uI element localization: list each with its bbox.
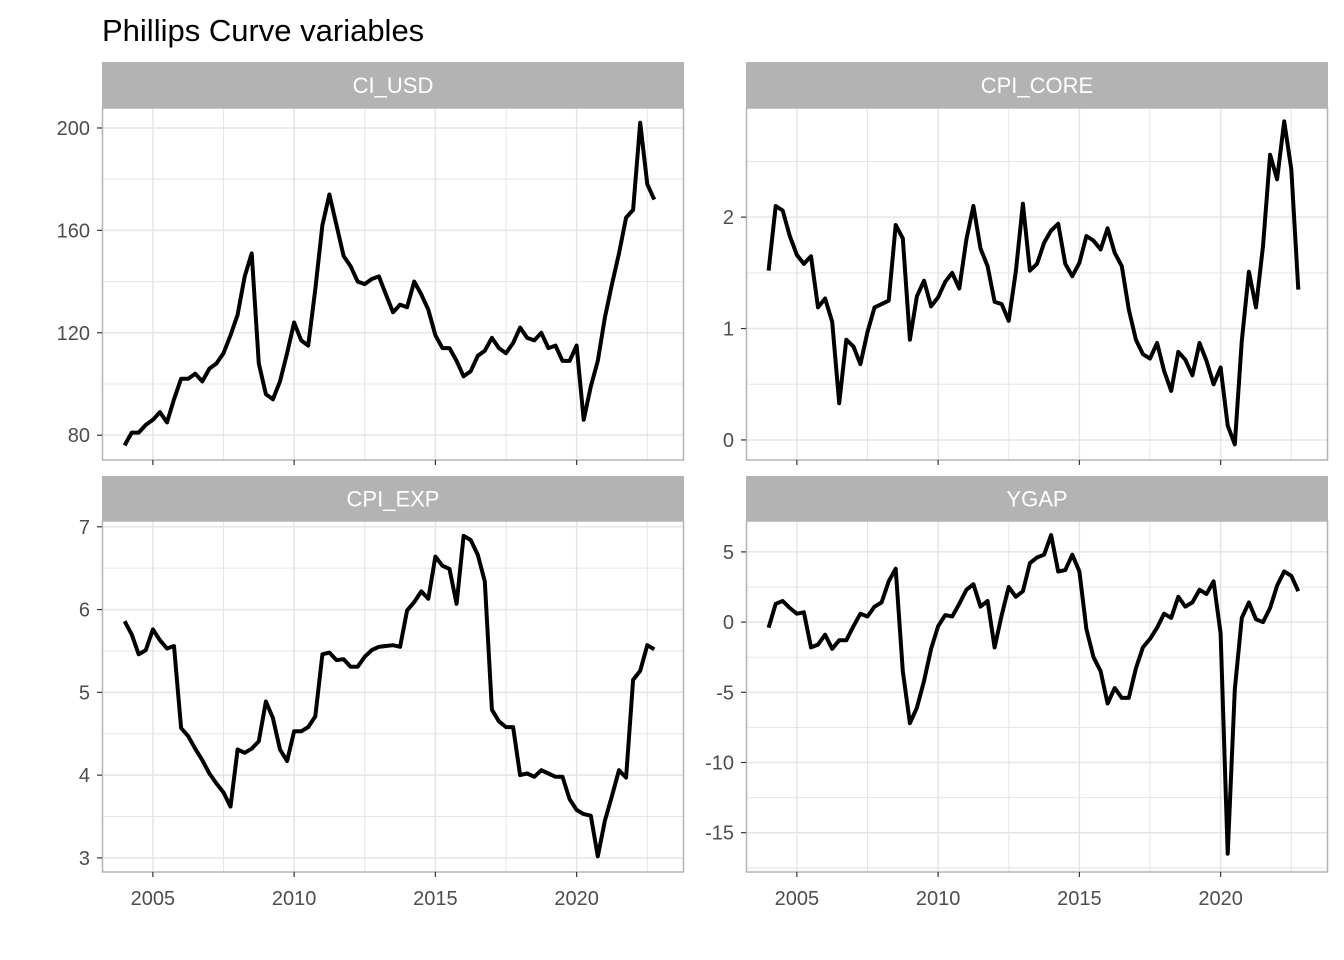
x-tick-label: 2020 (554, 888, 599, 910)
facet-strip-label: YGAP (1006, 487, 1067, 512)
facet-panel-ci-usd: CI_USD 80 120 160 200 (57, 62, 685, 465)
panel-border (101, 107, 685, 461)
facet-strip (746, 476, 1328, 521)
y-tick-label: -10 (705, 752, 734, 774)
y-tick-label: 0 (723, 612, 734, 634)
y-tick-label: 6 (79, 600, 90, 622)
facet-panel-ygap: YGAP -15 -10 -5 0 5 2005 2010 2015 2020 (705, 476, 1329, 910)
series-line-cpi-core (766, 119, 1301, 447)
y-tick-label: -5 (716, 682, 734, 704)
facet-strip-label: CPI_CORE (981, 73, 1093, 98)
y-tick-label: 5 (79, 682, 90, 704)
y-tick-label: 3 (79, 848, 90, 870)
y-tick-label: 160 (57, 220, 90, 242)
x-tick-label: 2015 (413, 888, 458, 910)
series-line-ci-usd (122, 120, 657, 447)
panel-border (745, 107, 1329, 461)
x-tick-label: 2020 (1198, 888, 1243, 910)
series-line-ygap (766, 533, 1301, 856)
facet-panel-cpi-exp: CPI_EXP 3 4 5 6 7 2005 2010 2015 2020 (79, 476, 685, 910)
panel-border (101, 520, 685, 873)
chart-title: Phillips Curve variables (102, 13, 424, 48)
panel-border (745, 520, 1329, 873)
facet-panel-cpi-core: CPI_CORE 0 1 2 (723, 62, 1329, 465)
x-tick-label: 2005 (775, 888, 820, 910)
facet-strip-label: CI_USD (353, 73, 434, 98)
facet-strip (746, 62, 1328, 108)
y-tick-label: 120 (57, 323, 90, 345)
y-tick-label: 200 (57, 118, 90, 140)
x-tick-label: 2015 (1057, 888, 1102, 910)
y-tick-label: 7 (79, 517, 90, 539)
x-tick-label: 2005 (131, 888, 176, 910)
y-tick-label: 1 (723, 319, 734, 341)
y-tick-label: 5 (723, 542, 734, 564)
facet-strip (102, 476, 684, 521)
y-tick-label: 2 (723, 207, 734, 229)
y-tick-label: -15 (705, 823, 734, 845)
x-tick-label: 2010 (916, 888, 961, 910)
y-tick-label: 80 (68, 425, 90, 447)
x-tick-label: 2010 (272, 888, 317, 910)
facet-strip-label: CPI_EXP (347, 487, 440, 512)
series-line-cpi-exp (122, 533, 656, 859)
facet-strip (102, 62, 684, 108)
y-tick-label: 4 (79, 765, 90, 787)
y-tick-label: 0 (723, 430, 734, 452)
